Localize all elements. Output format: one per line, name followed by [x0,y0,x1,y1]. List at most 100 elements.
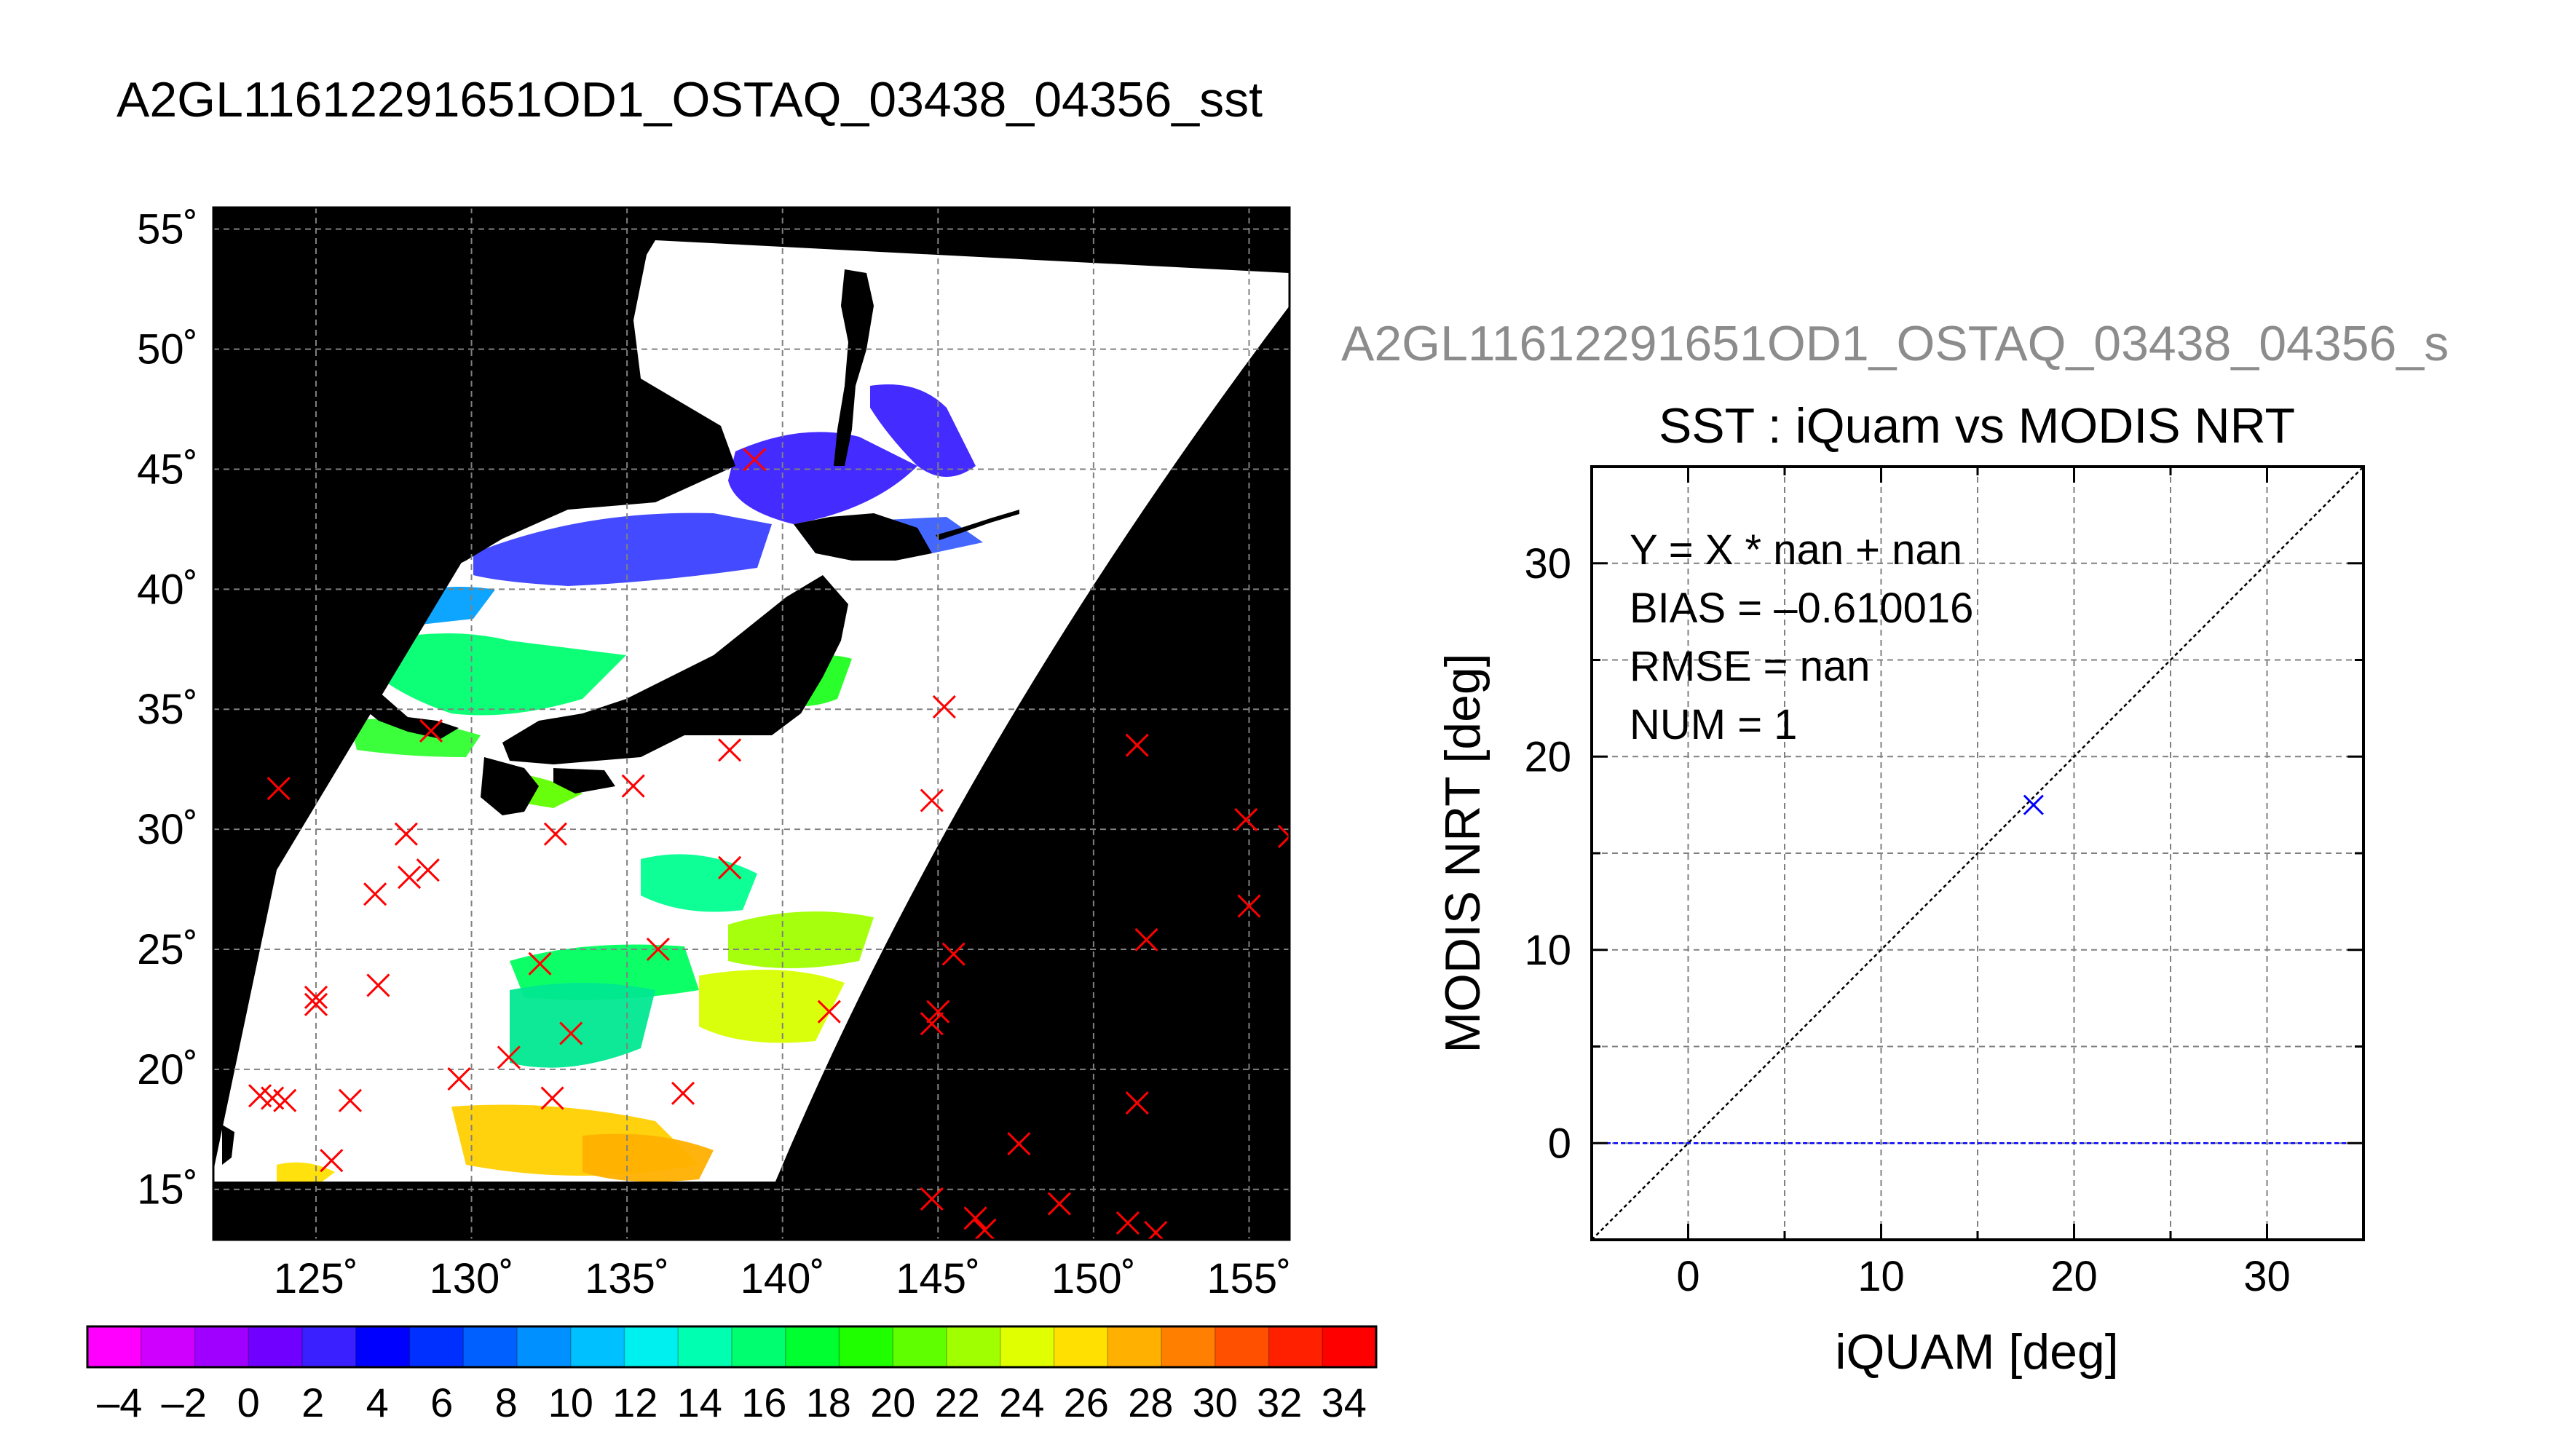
sst-field-12 [510,983,655,1068]
map-marker [621,774,645,798]
map-marker [447,1067,471,1091]
sst-field-17 [583,1133,714,1182]
colorbar-tick-label: 18 [806,1380,851,1425]
colorbar-tick-label: 24 [999,1380,1044,1425]
map-marker [973,1218,997,1240]
map-marker [363,882,387,906]
map-marker [941,942,965,966]
colorbar-cell [87,1326,142,1367]
map-lon-tick-label: 145˚ [896,1255,980,1302]
scatter-y-tick-label: 10 [1524,927,1571,974]
map-grid [213,207,1290,1240]
sst-field-6 [379,633,626,716]
map-marker [1237,894,1261,918]
colorbar-cell [1322,1326,1377,1367]
colorbar-cell [1215,1326,1269,1367]
colorbar-cell [839,1326,893,1367]
map-lon-tick-label: 135˚ [585,1255,669,1302]
colorbar-tick-label: 10 [548,1380,593,1425]
map-marker [543,822,567,846]
colorbar-cell [355,1326,410,1367]
main-title: A2GL11612291651OD1_OSTAQ_03438_04356_sst [117,72,1263,127]
colorbar-cell [624,1326,679,1367]
map-marker [528,951,552,976]
map-marker [1234,807,1258,831]
map-lon-tick-label: 125˚ [274,1255,358,1302]
map-marker [1115,1211,1140,1235]
map-marker [394,822,418,846]
map-lon-tick-label: 130˚ [430,1255,514,1302]
scatter-stat-line: NUM = 1 [1630,701,1797,748]
map-marker [817,1000,841,1024]
scatter-xlabel: iQUAM [deg] [1835,1324,2118,1380]
land-kyushu-shikoku [481,757,615,815]
map-marker [671,1081,695,1105]
map-lat-tick-label: 25˚ [137,926,198,973]
one-to-one-line [1591,466,2364,1241]
colorbar-tick-labels: –4 –2 0 2 4 6 8 10 12 14 16 18 20 22 24 26 28 30 32 34 [97,1380,1367,1425]
land-taiwan [222,1125,234,1165]
map-marker [718,738,742,762]
map-marker [1007,1132,1031,1156]
sst-field-0 [728,432,917,524]
map-marker [559,1021,583,1045]
colorbar-cell [1107,1326,1162,1367]
scatter-x-tick-label: 10 [1857,1253,1905,1300]
scatter-x-tick-label: 0 [1676,1253,1699,1300]
colorbar-cell [1161,1326,1216,1367]
map-lat-tick-label: 50˚ [137,326,198,373]
map-marker [304,992,328,1016]
colorbar-cell [1268,1326,1323,1367]
colorbar-cell [678,1326,732,1367]
colorbar-tick-label: 22 [935,1380,980,1425]
map-marker [920,1012,944,1036]
map-marker [266,776,291,801]
sst-field-13 [728,911,874,968]
colorbar-tick-label: 28 [1128,1380,1173,1425]
scatter-stats: Y = X * nan + nan BIAS = –0.610016 RMSE = … [1630,526,1973,748]
map-lon-tick-label: 140˚ [741,1255,825,1302]
colorbar-cell [570,1326,625,1367]
land-asia-mainland [213,207,735,932]
colorbar-cell [732,1326,786,1367]
sst-field-1 [870,384,976,477]
colorbar-tick-label: 0 [237,1380,260,1425]
colorbar-cell [1054,1326,1108,1367]
colorbar-cell [141,1326,195,1367]
land-korea [342,655,459,739]
colorbar-cell [893,1326,947,1367]
colorbar-tick-label: 34 [1322,1380,1367,1425]
scatter-x-tick-label: 20 [2050,1253,2098,1300]
map-marker [1125,733,1149,757]
colorbar-tick-label: 6 [430,1380,453,1425]
map-marker [743,448,767,472]
scatter-ticks: 0 10 20 30 0 10 20 30 [1524,465,2365,1300]
map-marker [273,1088,297,1112]
map-lon-tick-label: 150˚ [1051,1255,1136,1302]
scatter-x-tick-label: 30 [2243,1253,2291,1300]
scatter-grid [1592,467,2364,1240]
map-lat-tick-label: 30˚ [137,806,198,853]
colorbar-frame [86,1325,1378,1369]
land-masses [213,207,1019,1165]
map-marker [366,973,390,997]
sst-field-14 [699,970,845,1043]
colorbar-cell [785,1326,840,1367]
colorbar-cell [947,1326,1001,1367]
map-marker [304,985,328,1009]
colorbar-cell [517,1326,572,1367]
map-lon-tick-label: 155˚ [1207,1255,1291,1302]
map-lat-tick-label: 20˚ [137,1046,198,1093]
colorbar-tick-label: 20 [870,1380,915,1425]
map-marker [963,1206,987,1230]
colorbar-tick-label: –2 [162,1380,207,1425]
colorbar-tick-label: 26 [1064,1380,1109,1425]
map-marker [920,788,944,812]
colorbar-cell [302,1326,357,1367]
map-marker [932,695,956,719]
colorbar-cell [1000,1326,1054,1367]
map-tick-labels: 125˚ 130˚ 135˚ 140˚ 145˚ 150˚ 155˚ 55˚ 50˚ 45˚ 40˚… [137,206,1291,1302]
map-marker [416,858,440,882]
